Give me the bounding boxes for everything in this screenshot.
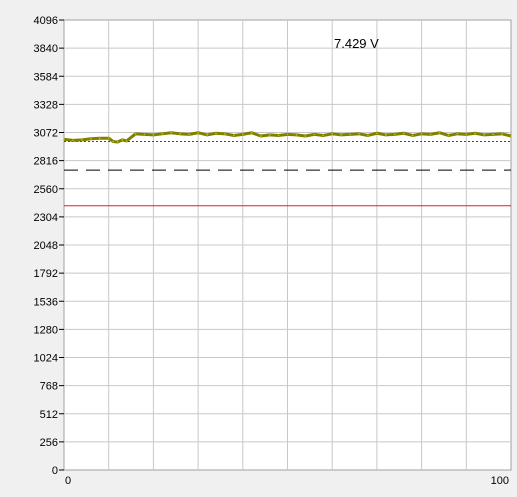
data-point (161, 133, 164, 135)
data-point (72, 139, 74, 142)
data-point (438, 131, 441, 134)
data-point (152, 134, 155, 136)
data-point (242, 133, 244, 136)
y-tick-label: 2816 (34, 156, 58, 168)
data-point (63, 138, 65, 141)
data-point (188, 133, 190, 136)
data-point (474, 132, 477, 135)
y-tick-label: 768 (40, 381, 58, 393)
data-point (277, 134, 280, 137)
y-tick-label: 3584 (34, 71, 58, 83)
data-point (322, 134, 325, 137)
data-point (411, 134, 414, 137)
data-point (340, 134, 342, 136)
data-point (125, 140, 128, 142)
data-point (483, 134, 485, 136)
data-point (429, 133, 432, 136)
data-point (331, 133, 334, 135)
voltage-readout: 7.429 V (334, 36, 379, 51)
data-point (367, 134, 369, 137)
data-point (215, 132, 217, 135)
data-point (402, 132, 405, 135)
data-point (107, 137, 110, 140)
data-point (447, 134, 450, 137)
data-point (197, 131, 199, 134)
data-point (206, 134, 208, 136)
data-point (313, 133, 316, 136)
y-tick-label: 3840 (34, 43, 58, 55)
y-tick-label: 1792 (34, 268, 58, 280)
data-point (170, 131, 173, 134)
data-point (134, 133, 137, 135)
y-tick-label: 256 (40, 437, 58, 449)
data-point (358, 133, 360, 135)
data-point (465, 133, 468, 136)
data-point (98, 137, 101, 140)
data-point (81, 139, 83, 141)
y-tick-label: 2304 (34, 212, 58, 224)
data-point (349, 133, 351, 136)
data-point (143, 133, 146, 136)
data-point (250, 131, 253, 134)
data-point (268, 134, 271, 136)
data-point (385, 134, 387, 136)
data-point (233, 134, 235, 137)
data-point (501, 133, 503, 135)
data-point (393, 133, 396, 136)
data-point (121, 139, 123, 141)
y-tick-label: 2048 (34, 240, 58, 252)
data-point (295, 134, 298, 136)
x-tick-label: 100 (491, 475, 509, 487)
data-point (116, 141, 119, 143)
y-tick-label: 3328 (34, 99, 58, 111)
data-point (420, 133, 423, 135)
y-tick-label: 0 (52, 465, 58, 477)
y-tick-label: 1280 (34, 324, 58, 336)
data-point (304, 135, 307, 137)
data-point (112, 140, 114, 143)
y-tick-label: 512 (40, 409, 58, 421)
y-tick-label: 2560 (34, 184, 58, 196)
data-point (376, 132, 378, 135)
y-tick-label: 1536 (34, 296, 58, 308)
x-tick-label: 0 (65, 475, 71, 487)
data-point (259, 135, 262, 137)
data-point (224, 133, 226, 135)
y-tick-label: 3072 (34, 128, 58, 140)
data-point (492, 133, 494, 136)
y-tick-label: 4096 (34, 15, 58, 27)
data-point (286, 133, 289, 136)
data-point (90, 137, 92, 140)
data-point (510, 135, 512, 137)
data-point (179, 133, 182, 135)
y-tick-label: 1024 (34, 353, 58, 365)
data-point (456, 133, 459, 135)
